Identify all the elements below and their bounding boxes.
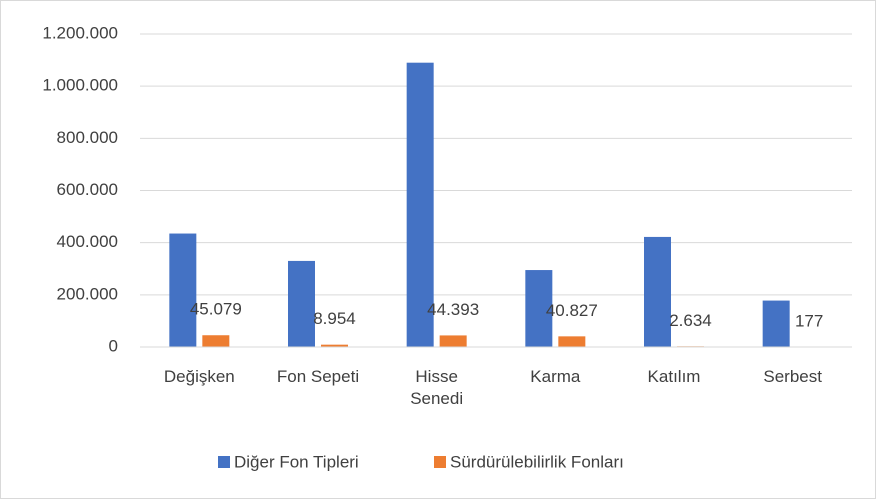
y-tick-label: 600.000 — [57, 180, 118, 199]
y-tick-label: 1.000.000 — [42, 76, 118, 95]
bar — [762, 300, 790, 347]
y-tick-label: 400.000 — [57, 232, 118, 251]
bar — [439, 335, 467, 347]
bar — [202, 335, 230, 347]
x-tick-label: Değişken — [163, 367, 235, 386]
y-tick-label: 200.000 — [57, 284, 118, 303]
data-label: 177 — [795, 311, 823, 330]
x-tick-label: Fon Sepeti — [276, 367, 360, 386]
y-tick-label: 0 — [109, 336, 118, 355]
bar — [558, 336, 586, 347]
x-tick-label: Katılım — [647, 367, 701, 386]
legend-swatch — [218, 456, 230, 468]
bar — [406, 62, 434, 348]
data-label: 45.079 — [190, 300, 242, 319]
data-label: 8.954 — [313, 309, 356, 328]
bar — [321, 344, 348, 347]
bar — [288, 260, 315, 347]
data-label: 40.827 — [546, 301, 598, 320]
bar — [525, 270, 553, 347]
legend-label: Diğer Fon Tipleri — [234, 452, 359, 471]
data-label: 44.393 — [427, 300, 479, 319]
x-tick-label: Hisse Senedi — [410, 367, 464, 408]
y-tick-label: 800.000 — [57, 128, 118, 147]
x-tick-label: Karma — [530, 367, 581, 386]
legend-swatch — [434, 456, 446, 468]
bar — [169, 233, 197, 347]
data-label: 2.634 — [669, 311, 712, 330]
x-tick-label: Serbest — [763, 367, 822, 386]
y-tick-label: 1.200.000 — [42, 23, 118, 42]
legend-label: Sürdürülebilirlik Fonları — [450, 452, 624, 471]
bar — [644, 236, 671, 347]
